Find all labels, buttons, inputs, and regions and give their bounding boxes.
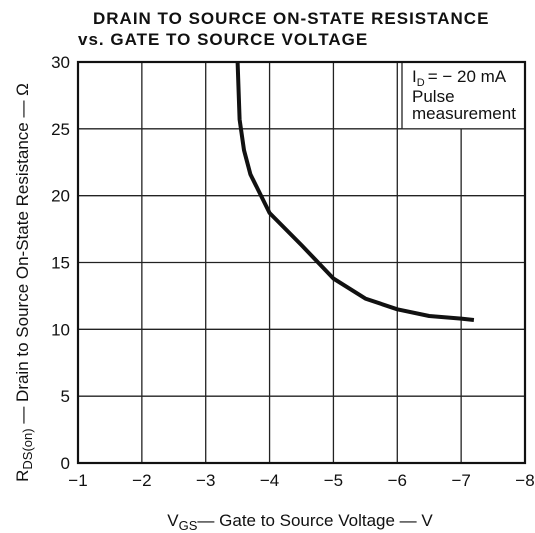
x-tick-label: −7 xyxy=(451,471,470,490)
x-label-rest: — Gate to Source Voltage — V xyxy=(197,511,433,530)
annotation-line: measurement xyxy=(412,104,516,123)
y-label-main: R xyxy=(13,470,32,482)
x-tick-label: −6 xyxy=(388,471,407,490)
y-label-rest: — Drain to Source On-State Resistance — … xyxy=(13,83,32,428)
y-tick-label: 20 xyxy=(51,187,70,206)
chart-title: DRAIN TO SOURCE ON-STATE RESISTANCE xyxy=(93,9,489,28)
y-tick-label: 5 xyxy=(61,387,70,406)
annotation-line: Pulse xyxy=(412,87,455,106)
y-tick-label: 30 xyxy=(51,53,70,72)
x-label-sub: GS xyxy=(179,518,198,533)
annotation: ID = − 20 mA xyxy=(412,67,507,89)
x-tick-label: −8 xyxy=(515,471,534,490)
y-tick-label: 10 xyxy=(51,320,70,339)
y-axis-label: RDS(on) — Drain to Source On-State Resis… xyxy=(13,83,35,482)
x-label-main: V xyxy=(167,511,179,530)
x-tick-label: −1 xyxy=(68,471,87,490)
x-tick-label: −3 xyxy=(196,471,215,490)
annotation-box xyxy=(401,61,526,130)
y-label-sub: DS(on) xyxy=(20,428,35,469)
annotation-main: I xyxy=(412,67,417,86)
annotation-sub: D xyxy=(417,77,425,89)
chart-title: vs. GATE TO SOURCE VOLTAGE xyxy=(78,30,368,49)
y-tick-label: 0 xyxy=(61,454,70,473)
y-tick-label: 15 xyxy=(51,254,70,273)
curve xyxy=(235,61,475,322)
x-tick-label: −2 xyxy=(132,471,151,490)
x-axis-label: VGS— Gate to Source Voltage — V xyxy=(167,511,433,533)
plot-frame xyxy=(76,60,527,465)
y-tick-label: 25 xyxy=(51,120,70,139)
x-tick-label: −4 xyxy=(260,471,279,490)
x-tick-label: −5 xyxy=(324,471,343,490)
annotation-rest: = − 20 mA xyxy=(428,67,507,86)
